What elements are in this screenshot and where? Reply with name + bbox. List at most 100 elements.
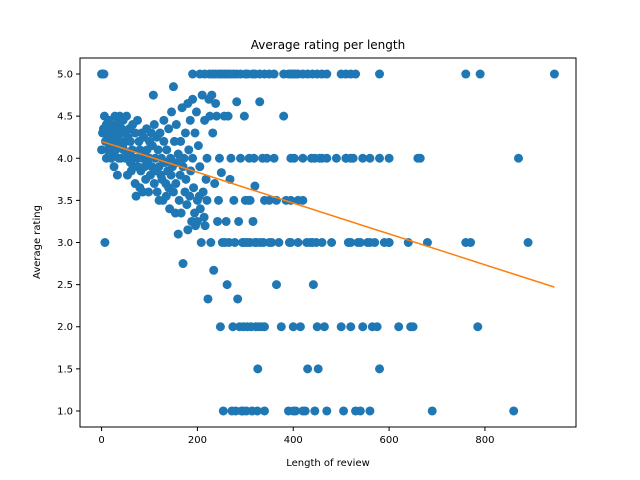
trend-layer: [101, 140, 555, 288]
data-point: [191, 107, 201, 117]
data-point: [351, 69, 361, 79]
data-point: [307, 238, 317, 247]
data-point: [549, 69, 559, 79]
y-tick-label: 4.5: [57, 112, 73, 123]
data-point: [260, 195, 269, 205]
data-point: [346, 238, 356, 247]
data-point: [99, 69, 109, 79]
data-point: [212, 111, 222, 121]
data-point: [313, 364, 323, 374]
data-point: [245, 195, 255, 205]
data-point: [159, 136, 169, 146]
data-point: [100, 238, 110, 247]
data-point: [228, 322, 238, 332]
data-point: [236, 153, 246, 163]
data-point: [166, 153, 176, 163]
y-tick-label: 1.5: [57, 364, 73, 375]
data-point: [384, 153, 394, 163]
data-point: [274, 238, 284, 247]
data-point: [415, 153, 425, 163]
data-point: [168, 82, 178, 92]
data-point: [293, 238, 303, 247]
x-axis-label: Length of review: [286, 458, 370, 469]
data-point: [303, 364, 313, 374]
data-point: [221, 216, 231, 226]
data-point: [181, 174, 191, 184]
y-tick-label: 2.0: [57, 322, 73, 333]
data-point: [466, 238, 476, 247]
data-point: [229, 195, 239, 205]
data-point: [475, 69, 485, 79]
data-point: [176, 136, 186, 146]
data-point: [346, 322, 356, 332]
data-point: [295, 322, 305, 332]
data-point: [255, 97, 265, 107]
data-point: [250, 238, 260, 247]
data-point: [164, 124, 174, 134]
data-point: [213, 216, 223, 226]
data-point: [288, 406, 298, 416]
y-axis: 1.0 1.5 2.0 2.5 3.0 3.5 4.0 4.5 5.0: [57, 70, 80, 417]
data-point: [509, 406, 519, 416]
data-point: [197, 90, 207, 100]
data-point: [365, 153, 375, 163]
data-point: [189, 183, 199, 193]
data-point: [210, 179, 220, 189]
data-point: [195, 162, 205, 172]
data-point: [250, 181, 260, 191]
data-point: [358, 153, 368, 163]
data-point: [159, 115, 169, 125]
data-point: [206, 238, 216, 247]
data-point: [193, 141, 203, 151]
data-point: [339, 406, 349, 416]
x-axis: 0 200 400 600 800: [98, 427, 494, 446]
data-point: [322, 69, 332, 79]
y-tick-label: 4.0: [57, 154, 73, 165]
data-point: [202, 153, 212, 163]
y-tick-label: 3.0: [57, 238, 73, 249]
data-point: [201, 174, 211, 184]
data-point: [152, 187, 162, 197]
data-point: [188, 94, 198, 104]
data-point: [198, 187, 208, 197]
data-point: [179, 153, 189, 163]
data-point: [310, 153, 320, 163]
data-point: [111, 145, 121, 155]
data-point: [249, 153, 259, 163]
chart-title: Average rating per length: [251, 38, 405, 52]
data-point: [317, 238, 327, 247]
data-point: [178, 259, 188, 269]
data-point: [288, 322, 298, 332]
data-point: [199, 212, 209, 222]
data-point: [171, 179, 181, 189]
data-point: [166, 170, 176, 180]
data-point: [168, 187, 178, 197]
data-point: [286, 153, 296, 163]
data-point: [214, 153, 224, 163]
data-point: [248, 216, 258, 226]
data-point: [276, 322, 286, 332]
data-point: [109, 162, 119, 172]
data-point: [331, 153, 341, 163]
data-point: [155, 128, 165, 138]
data-point: [218, 406, 228, 416]
data-point: [260, 406, 269, 416]
data-point: [310, 406, 320, 416]
data-point: [355, 406, 365, 416]
data-point: [365, 406, 375, 416]
data-point: [293, 195, 303, 205]
data-point: [239, 111, 249, 121]
data-point: [253, 364, 263, 374]
data-point: [365, 238, 375, 247]
data-point: [252, 406, 262, 416]
data-point: [133, 115, 143, 125]
data-point: [161, 191, 171, 201]
data-point: [358, 322, 368, 332]
data-point: [427, 406, 437, 416]
data-point: [169, 136, 179, 146]
data-point: [153, 145, 163, 155]
data-point: [286, 238, 296, 247]
data-point: [408, 322, 418, 332]
data-point: [121, 111, 131, 121]
data-point: [243, 238, 253, 247]
